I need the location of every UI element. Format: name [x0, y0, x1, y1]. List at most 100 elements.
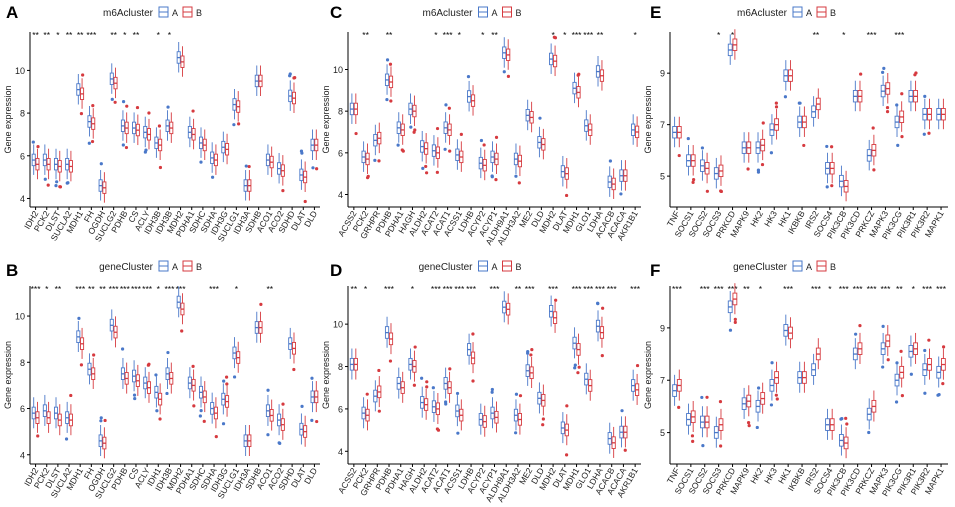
legend-label-b: B — [196, 262, 202, 272]
box-aldh9a1-b — [506, 39, 511, 78]
box-acss2-b — [353, 348, 358, 380]
significance-label: *** — [853, 284, 864, 294]
box-outlier — [623, 448, 627, 452]
box-outlier — [895, 103, 899, 107]
box-outlier — [158, 165, 163, 170]
box-socs1-a — [686, 403, 691, 435]
box-outlier — [770, 361, 774, 365]
box-idh3b-a — [165, 105, 170, 141]
box-acat1-b — [447, 367, 452, 403]
box-outlier — [705, 189, 709, 193]
panel-label: C — [330, 3, 342, 22]
box-mdh2-a — [549, 43, 554, 74]
box-pik3cb-b — [843, 416, 849, 459]
x-tick-label: DLD — [302, 209, 319, 229]
box-pdhb-a — [120, 347, 125, 389]
box-outlier — [757, 386, 761, 390]
box-outlier — [247, 164, 251, 169]
box-prkcz-b — [871, 390, 877, 422]
box-outlier — [466, 75, 471, 79]
box-outlier — [99, 416, 103, 420]
box-outlier — [444, 103, 448, 107]
box-hagh-a — [408, 93, 413, 129]
box-pik3r1-b — [913, 332, 918, 364]
significance-label: ** — [43, 30, 50, 40]
box-outlier — [266, 388, 270, 392]
box-outlier — [191, 364, 195, 368]
box-acacb-b — [611, 426, 616, 458]
y-tick-label: 7 — [660, 376, 665, 386]
box-pdhb-b — [388, 323, 394, 363]
box-outlier — [608, 159, 612, 163]
box-pdha1-a — [187, 367, 192, 399]
box-outlier — [91, 104, 95, 108]
box-mapk3-b — [885, 72, 891, 114]
box-outlier — [718, 400, 723, 404]
box-outlier — [373, 158, 377, 162]
significance-label: *** — [922, 284, 933, 294]
panel-label: A — [6, 3, 18, 22]
box-outlier — [844, 416, 848, 420]
box-pik3r2-a — [922, 94, 928, 136]
box-outlier — [576, 73, 580, 77]
box-outlier — [388, 359, 393, 363]
box-pdha1-b — [191, 109, 196, 150]
box-idh2-b — [35, 401, 40, 438]
box-fh-a — [87, 106, 92, 145]
box-acss1-a — [455, 139, 460, 170]
box-outlier — [292, 76, 296, 80]
box-aldh3a2-b — [517, 394, 523, 435]
box-outlier — [565, 404, 569, 408]
box-outlier — [155, 409, 159, 413]
box-socs1-b — [690, 145, 696, 184]
box-suclg1-b — [236, 341, 241, 373]
box-mapk1-b — [940, 98, 946, 130]
significance-label: *** — [880, 284, 891, 294]
box-pdhb-b — [124, 362, 129, 394]
box-outlier — [456, 431, 460, 435]
box-acaca-a — [619, 160, 624, 196]
box-acyp2-b — [482, 405, 487, 437]
box-sdhb-a — [254, 65, 259, 96]
y-tick-label: 9 — [660, 323, 665, 333]
box-mdh2-a — [549, 295, 554, 327]
box-socs2-a — [700, 395, 705, 448]
box-outlier — [459, 132, 463, 136]
box-dld-b — [541, 384, 546, 427]
box-socs3-b — [718, 400, 724, 448]
box-acat2-b — [435, 126, 440, 174]
significance-label: ** — [266, 284, 273, 294]
box-outlier — [146, 363, 150, 367]
box-fh-a — [87, 353, 92, 385]
box-pdhb-b — [124, 104, 129, 150]
box-pik3r1-b — [913, 71, 918, 112]
box-pck2-b — [46, 148, 51, 187]
box-socs3-b — [718, 155, 724, 194]
significance-label: *** — [728, 284, 739, 294]
box-mapk1-a — [936, 356, 942, 397]
box-pik3r2-a — [922, 348, 928, 395]
box-outlier — [620, 409, 624, 413]
y-tick-label: 4 — [338, 447, 343, 457]
box-acly-b — [146, 111, 152, 150]
box-outlier — [425, 385, 429, 389]
significance-label: *** — [936, 284, 947, 294]
box-outlier — [923, 94, 927, 98]
significance-label: * — [364, 284, 368, 294]
box-outlier — [447, 106, 451, 110]
box-ldhb-b — [470, 85, 476, 116]
box-aco2-a — [277, 152, 282, 184]
box-aldh9a1-a — [502, 37, 507, 74]
box-suclg1-a — [232, 88, 237, 127]
significance-label: * — [235, 284, 239, 294]
box-outlier — [121, 99, 126, 104]
box-idh1-b — [158, 383, 163, 421]
box-outlier — [443, 147, 447, 151]
significance-label: * — [633, 30, 637, 40]
box-prkcz-b — [871, 126, 877, 172]
box-outlier — [798, 101, 802, 105]
box-idh3a-a — [243, 164, 248, 201]
box-idh3g-a — [221, 379, 226, 426]
box-dlst-b — [57, 150, 63, 189]
